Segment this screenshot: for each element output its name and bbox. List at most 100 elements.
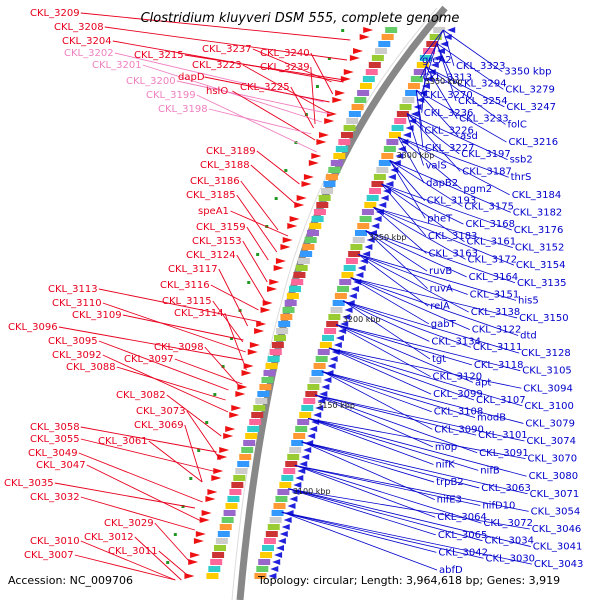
gene-label-apt[interactable]: apt <box>475 377 491 388</box>
gene-label-grea2[interactable]: greA2 <box>422 55 452 66</box>
gene-label-ckl_3154[interactable]: CKL_3154 <box>516 260 566 271</box>
gene-label-ckl_3168[interactable]: CKL_3168 <box>465 219 515 230</box>
gene-label-ckl_3069[interactable]: CKL_3069 <box>134 420 184 431</box>
gene-label-ckl_3114[interactable]: CKL_3114 <box>174 308 224 319</box>
gene-label-ckl_3035[interactable]: CKL_3035 <box>4 478 54 489</box>
gene-label-ckl_3175[interactable]: CKL_3175 <box>464 202 514 213</box>
gene-label-ckl_3183[interactable]: CKL_3183 <box>428 231 478 242</box>
gene-label-ckl_3064[interactable]: CKL_3064 <box>437 512 487 523</box>
gene-label-ckl_3042[interactable]: CKL_3042 <box>438 547 488 558</box>
gene-label-ckl_3090[interactable]: CKL_3090 <box>434 424 484 435</box>
gene-label-ruva[interactable]: ruvA <box>430 284 453 295</box>
gene-label-ckl_3128[interactable]: CKL_3128 <box>521 348 571 359</box>
gene-label-ckl_3058[interactable]: CKL_3058 <box>30 422 80 433</box>
gene-label-ckl_3082[interactable]: CKL_3082 <box>116 390 166 401</box>
gene-label-ckl_3164[interactable]: CKL_3164 <box>469 272 519 283</box>
gene-label-ckl_3198[interactable]: CKL_3198 <box>158 104 208 115</box>
gene-label-thrs[interactable]: thrS <box>511 172 532 183</box>
gene-label-ckl_3176[interactable]: CKL_3176 <box>514 225 564 236</box>
gene-label-ckl_3226[interactable]: CKL_3226 <box>424 125 474 136</box>
gene-label-ckl_3115[interactable]: CKL_3115 <box>162 296 212 307</box>
gene-label-ckl_3007[interactable]: CKL_3007 <box>24 550 74 561</box>
gene-label-ckl_3134[interactable]: CKL_3134 <box>431 336 481 347</box>
gene-label-ckl_3065[interactable]: CKL_3065 <box>438 530 488 541</box>
gene-label-ckl_3032[interactable]: CKL_3032 <box>30 492 80 503</box>
gene-label-ckl_3184[interactable]: CKL_3184 <box>512 190 562 201</box>
gene-label-ckl_3161[interactable]: CKL_3161 <box>467 237 517 248</box>
gene-label-ckl_3237[interactable]: CKL_3237 <box>202 44 252 55</box>
gene-label-ckl_3041[interactable]: CKL_3041 <box>533 542 583 553</box>
gene-label-modb[interactable]: modB <box>477 413 506 424</box>
gene-label-ckl_3043[interactable]: CKL_3043 <box>534 559 584 570</box>
gene-label-ckl_3109[interactable]: CKL_3109 <box>72 310 122 321</box>
gene-label-ckl_3323[interactable]: CKL_3323 <box>456 61 506 72</box>
gene-label-ckl_3186[interactable]: CKL_3186 <box>190 176 240 187</box>
gene-label-ckl_3061[interactable]: CKL_3061 <box>98 436 148 447</box>
gene-label-ckl_3202[interactable]: CKL_3202 <box>64 48 114 59</box>
gene-label-ckl_3073[interactable]: CKL_3073 <box>136 406 186 417</box>
gene-label-ckl_3096[interactable]: CKL_3096 <box>8 322 58 333</box>
gene-label-ckl_3101[interactable]: CKL_3101 <box>478 430 528 441</box>
gene-label-ckl_3034[interactable]: CKL_3034 <box>484 536 534 547</box>
gene-label-ckl_3204[interactable]: CKL_3204 <box>62 36 112 47</box>
gene-label-ckl_3189[interactable]: CKL_3189 <box>206 146 256 157</box>
gene-label-ckl_3270[interactable]: CKL_3270 <box>423 90 473 101</box>
gene-label-ruvb[interactable]: ruvB <box>429 266 452 277</box>
gene-label-ckl_3098[interactable]: CKL_3098 <box>154 342 204 353</box>
gene-label-ckl_3159[interactable]: CKL_3159 <box>196 222 246 233</box>
gene-label-ckl_3012[interactable]: CKL_3012 <box>84 532 134 543</box>
gene-label-ckl_3111[interactable]: CKL_3111 <box>473 342 523 353</box>
gene-label-nifk[interactable]: nifK <box>435 459 455 470</box>
gene-label-ckl_3105[interactable]: CKL_3105 <box>522 366 572 377</box>
gene-label-ckl_3124[interactable]: CKL_3124 <box>186 250 236 261</box>
gene-label-nifb[interactable]: nifB <box>480 465 500 476</box>
gene-label-vals[interactable]: valS <box>426 161 447 172</box>
gene-label-ckl_3279[interactable]: CKL_3279 <box>505 84 555 95</box>
gene-label-his5[interactable]: his5 <box>518 295 539 306</box>
gene-label-ckl_3227[interactable]: CKL_3227 <box>425 143 475 154</box>
gene-label-ckl_3233[interactable]: CKL_3233 <box>459 114 509 125</box>
gene-label-ckl_3240[interactable]: CKL_3240 <box>260 48 310 59</box>
gene-label-ckl_3208[interactable]: CKL_3208 <box>54 22 104 33</box>
gene-label-ckl_3092[interactable]: CKL_3092 <box>52 350 102 361</box>
gene-label-ckl_3074[interactable]: CKL_3074 <box>526 436 576 447</box>
gene-label-ckl_3011[interactable]: CKL_3011 <box>108 546 158 557</box>
gene-label-ckl_3150[interactable]: CKL_3150 <box>519 313 569 324</box>
gene-label-ckl_3010[interactable]: CKL_3010 <box>30 536 80 547</box>
gene-label-ckl_3225[interactable]: CKL_3225 <box>240 82 290 93</box>
gene-label-ckl_3223[interactable]: CKL_3223 <box>192 60 242 71</box>
gene-label-ckl_3080[interactable]: CKL_3080 <box>529 471 579 482</box>
gene-label-ckl_3030[interactable]: CKL_3030 <box>485 553 535 564</box>
gene-label-ckl_3135[interactable]: CKL_3135 <box>517 278 567 289</box>
gene-label-ckl_3117[interactable]: CKL_3117 <box>168 264 218 275</box>
gene-label-ckl_3163[interactable]: CKL_3163 <box>428 248 478 259</box>
gene-label-mop[interactable]: mop <box>435 442 457 453</box>
gene-label-ckl_3236[interactable]: CKL_3236 <box>424 108 474 119</box>
gene-label-tgt[interactable]: tgt <box>432 354 446 365</box>
gene-label-ckl_3100[interactable]: CKL_3100 <box>524 401 574 412</box>
gene-label-3350-kbp[interactable]: 3350 kbp <box>504 67 551 78</box>
gene-label-hslo[interactable]: hslO <box>206 86 228 97</box>
gene-label-ckl_3151[interactable]: CKL_3151 <box>470 289 520 300</box>
gene-label-ckl_3079[interactable]: CKL_3079 <box>525 418 575 429</box>
gene-label-ssb2[interactable]: ssb2 <box>510 155 533 166</box>
gene-label-ckl_3055[interactable]: CKL_3055 <box>30 434 80 445</box>
gene-label-ckl_3113[interactable]: CKL_3113 <box>48 284 98 295</box>
gene-label-ckl_3047[interactable]: CKL_3047 <box>36 460 86 471</box>
gene-label-ckl_3187[interactable]: CKL_3187 <box>462 166 512 177</box>
gene-label-ckl_3193[interactable]: CKL_3193 <box>427 196 477 207</box>
gene-label-ckl_3072[interactable]: CKL_3072 <box>483 518 533 529</box>
gene-label-ckl_3294[interactable]: CKL_3294 <box>457 78 507 89</box>
gene-label-ckl_3088[interactable]: CKL_3088 <box>66 362 116 373</box>
gene-label-dapd[interactable]: dapD <box>178 72 205 83</box>
gene-label-nife3[interactable]: nifE3 <box>437 495 462 506</box>
gene-label-rela[interactable]: relA <box>430 301 450 312</box>
gene-label-ckl_3046[interactable]: CKL_3046 <box>532 524 582 535</box>
gene-label-ckl_3200[interactable]: CKL_3200 <box>126 76 176 87</box>
gene-label-ckl_3094[interactable]: CKL_3094 <box>523 383 573 394</box>
gene-label-ckl_3118[interactable]: CKL_3118 <box>474 360 524 371</box>
gene-label-ckl_3185[interactable]: CKL_3185 <box>186 190 236 201</box>
gene-label-ckl_3182[interactable]: CKL_3182 <box>513 207 563 218</box>
gene-label-ckl_3197[interactable]: CKL_3197 <box>461 149 511 160</box>
gene-label-ckl_3199[interactable]: CKL_3199 <box>146 90 196 101</box>
